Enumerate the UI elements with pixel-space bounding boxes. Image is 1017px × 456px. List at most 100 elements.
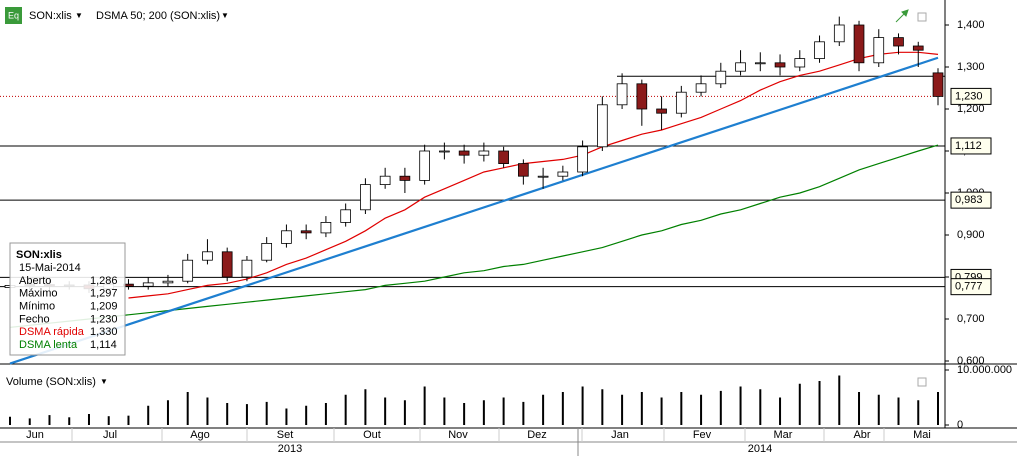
- info-row-value: 1,114: [90, 339, 117, 351]
- month-label: Jul: [103, 429, 117, 441]
- level-label: 0,983: [955, 194, 983, 206]
- info-row-value: 1,330: [90, 326, 118, 338]
- volume-bar: [877, 394, 880, 425]
- volume-bar: [9, 416, 11, 425]
- info-row-value: 1,286: [90, 275, 118, 287]
- candle-body: [478, 150, 490, 156]
- volume-title[interactable]: Volume (SON:xlis): [6, 376, 96, 388]
- volume-bar: [482, 400, 485, 425]
- volume-bar: [265, 401, 268, 425]
- candle-body: [754, 62, 766, 65]
- maximize-button[interactable]: [917, 12, 927, 22]
- level-label: 1,112: [955, 140, 982, 152]
- info-row-name: Mínimo: [19, 301, 55, 313]
- level-label-box: [950, 137, 992, 155]
- volume-bar: [245, 404, 248, 425]
- y-tick-label: 1,400: [957, 19, 985, 31]
- candle-body: [695, 83, 707, 93]
- dropdown-arrow: ▼: [100, 377, 108, 386]
- volume-bar: [48, 415, 51, 425]
- month-label: Jun: [26, 429, 44, 441]
- volume-bar: [818, 381, 821, 425]
- info-box: [9, 242, 126, 356]
- level-label: 0,777: [955, 281, 983, 293]
- level-label: 1,230: [955, 90, 983, 102]
- candle-body: [320, 221, 332, 234]
- volume-bar: [206, 397, 209, 425]
- month-label: Mai: [913, 429, 931, 441]
- sma-line: [128, 51, 939, 299]
- volume-bar: [384, 397, 387, 425]
- candle-body: [794, 58, 806, 68]
- candle-body: [340, 209, 351, 223]
- candle-body: [853, 24, 865, 64]
- candle-body: [142, 282, 154, 287]
- candle-body: [715, 70, 727, 85]
- info-date: 15-Mai-2014: [19, 262, 81, 274]
- dropdown-arrow[interactable]: ▼: [75, 11, 83, 20]
- month-label: Out: [363, 429, 381, 441]
- symbol[interactable]: SON:xlis: [29, 10, 72, 22]
- month-label: Dez: [527, 429, 547, 441]
- candle-body: [458, 150, 470, 156]
- volume-bar: [522, 401, 525, 425]
- info-row-name: DSMA lenta: [19, 339, 78, 351]
- candle-body: [518, 163, 529, 177]
- candle-body: [557, 171, 569, 177]
- volume-bar: [344, 394, 347, 425]
- volume-bar: [858, 392, 861, 425]
- month-label: Nov: [448, 429, 468, 441]
- candle-body: [814, 41, 825, 59]
- candle-body: [932, 72, 944, 97]
- volume-bar: [779, 397, 782, 425]
- candle-body: [774, 62, 786, 68]
- candle-body: [912, 45, 924, 51]
- y-tick-label: 0,700: [957, 313, 985, 325]
- candle-body: [616, 83, 628, 106]
- candle-body: [261, 242, 273, 261]
- volume-bar: [759, 389, 762, 425]
- month-label: Mar: [774, 429, 793, 441]
- candle-body: [221, 251, 233, 278]
- candle-body: [498, 150, 509, 165]
- volume-bar: [443, 397, 446, 425]
- candle-body: [300, 230, 312, 234]
- candle-body: [439, 150, 450, 153]
- volume-bar: [28, 418, 31, 425]
- volume-bar: [838, 375, 841, 425]
- candle-body: [281, 230, 292, 244]
- info-row-name: Fecho: [19, 313, 50, 325]
- candle-body: [202, 251, 213, 261]
- dropdown-arrow[interactable]: ▼: [221, 11, 229, 20]
- volume-bar: [463, 403, 466, 425]
- maximize-button[interactable]: [917, 377, 927, 387]
- month-label: Abr: [853, 429, 870, 441]
- arrow-icon[interactable]: [895, 9, 909, 23]
- candle-body: [597, 104, 608, 148]
- candle-body: [360, 184, 371, 211]
- volume-bar: [542, 394, 545, 425]
- month-label: Ago: [190, 429, 210, 441]
- volume-bar: [226, 403, 229, 425]
- indicator[interactable]: DSMA 50; 200 (SON:xlis): [96, 10, 220, 22]
- volume-bar: [186, 392, 189, 425]
- volume-tick-label: 0: [957, 419, 963, 431]
- volume-bar: [897, 397, 900, 425]
- volume-bar: [937, 392, 939, 425]
- candle-body: [656, 108, 667, 114]
- info-row-name: Aberto: [19, 275, 51, 287]
- volume-bar: [640, 392, 643, 425]
- year-label: 2013: [278, 443, 302, 455]
- volume-bar: [601, 389, 604, 425]
- candle-body: [873, 37, 885, 64]
- eq-icon[interactable]: [5, 7, 22, 24]
- volume-bar: [502, 397, 505, 425]
- month-label: Jan: [611, 429, 629, 441]
- volume-bar: [621, 394, 624, 425]
- month-label: Set: [277, 429, 294, 441]
- y-tick-label: 0,600: [957, 355, 985, 367]
- candle-body: [419, 150, 430, 181]
- info-symbol: SON:xlis: [16, 249, 62, 261]
